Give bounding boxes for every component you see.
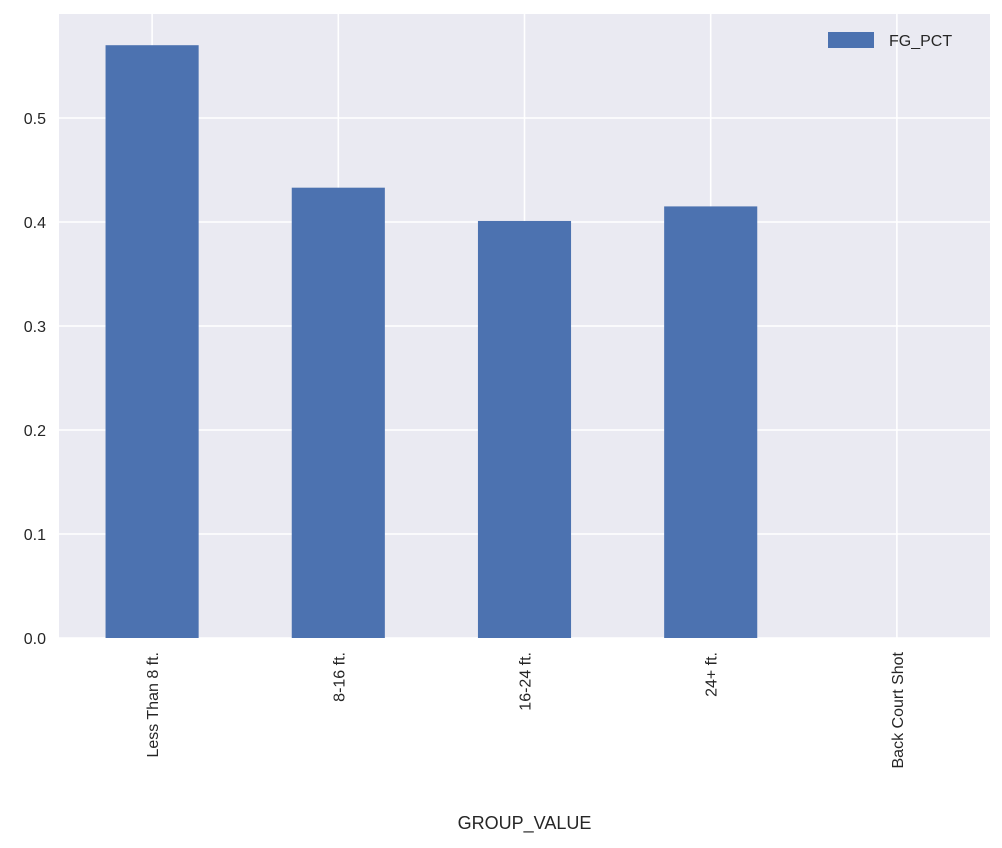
legend: FG_PCT: [828, 32, 952, 50]
y-tick-label: 0.3: [24, 319, 46, 336]
bar-1: [105, 45, 199, 638]
x-tick-label: 8-16 ft.: [331, 652, 348, 702]
y-tick-label: 0.5: [24, 111, 46, 128]
bar-3: [477, 220, 572, 638]
bar-2: [291, 187, 385, 638]
x-tick-label: Less Than 8 ft.: [145, 652, 162, 758]
x-axis-title: GROUP_VALUE: [458, 813, 592, 834]
legend-swatch: [828, 32, 874, 48]
y-tick-label: 0.1: [24, 527, 46, 544]
x-tick-label: 24+ ft.: [704, 652, 721, 697]
y-tick-label: 0.2: [24, 423, 46, 440]
x-tick-label: Back Court Shot: [890, 651, 907, 768]
x-tick-labels: Less Than 8 ft. 8-16 ft. 16-24 ft. 24+ ft. B…: [145, 651, 907, 768]
legend-label: FG_PCT: [889, 33, 952, 50]
bar-4: [664, 206, 758, 638]
y-tick-labels: 0.0 0.1 0.2 0.3 0.4 0.5: [24, 111, 46, 648]
bars: [105, 45, 758, 638]
y-tick-label: 0.0: [24, 631, 46, 648]
y-tick-label: 0.4: [24, 215, 46, 232]
x-tick-label: 16-24 ft.: [518, 652, 535, 711]
